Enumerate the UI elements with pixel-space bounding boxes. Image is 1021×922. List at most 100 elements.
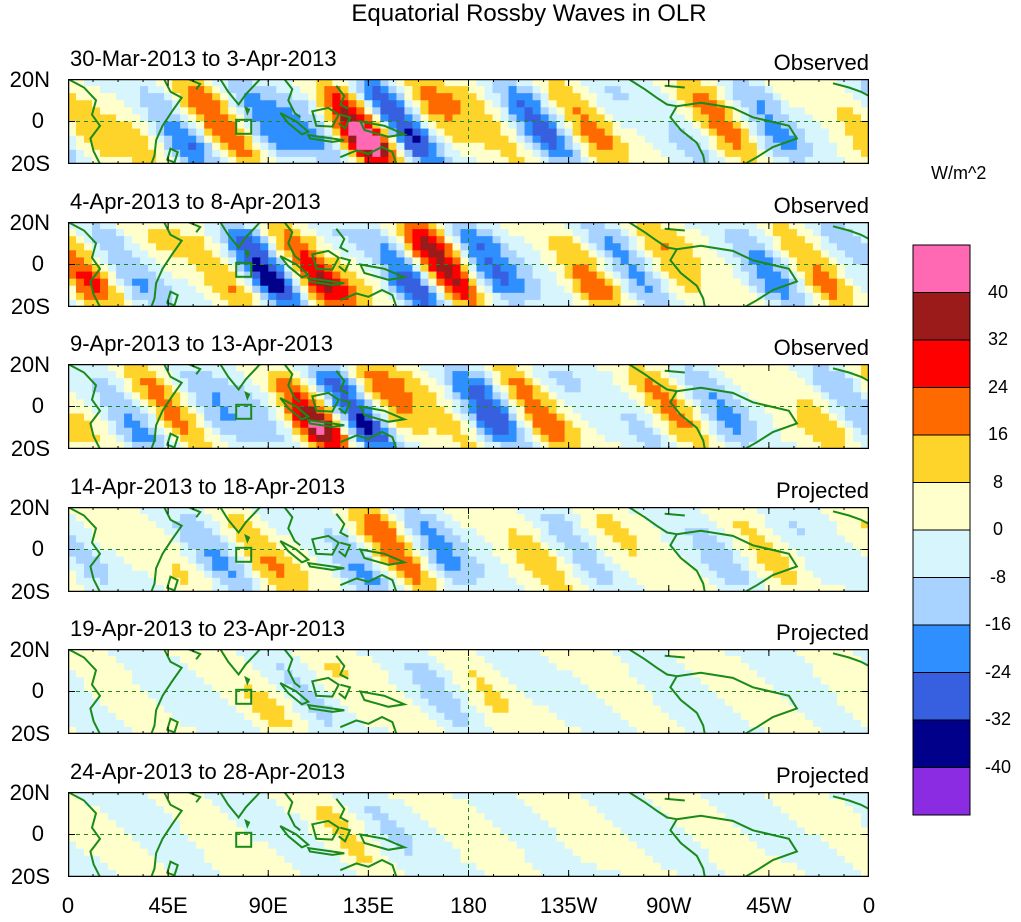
olr-anomaly-cell: [84, 420, 93, 429]
olr-anomaly-cell: [180, 114, 189, 123]
olr-anomaly-cell: [204, 299, 213, 307]
olr-anomaly-cell: [588, 299, 598, 307]
olr-anomaly-cell: [860, 93, 869, 101]
olr-anomaly-cell: [500, 520, 510, 529]
olr-anomaly-cell: [180, 570, 189, 578]
olr-anomaly-cell: [788, 392, 798, 401]
olr-anomaly-cell: [740, 79, 750, 87]
olr-anomaly-cell: [804, 364, 814, 372]
olr-anomaly-cell: [492, 135, 502, 144]
olr-anomaly-cell: [92, 570, 101, 578]
olr-anomaly-cell: [412, 271, 422, 279]
olr-anomaly-cell: [836, 228, 846, 237]
olr-anomaly-cell: [564, 385, 574, 393]
olr-anomaly-cell: [508, 271, 518, 279]
olr-anomaly-cell: [500, 235, 510, 244]
olr-anomaly-cell: [700, 271, 710, 279]
olr-anomaly-cell: [148, 541, 157, 550]
olr-anomaly-cell: [92, 549, 101, 557]
olr-anomaly-cell: [684, 86, 694, 94]
olr-anomaly-cell: [228, 371, 237, 379]
olr-anomaly-cell: [156, 93, 165, 101]
olr-anomaly-cell: [76, 399, 85, 408]
olr-anomaly-cell: [68, 520, 77, 529]
olr-anomaly-cell: [340, 128, 349, 137]
olr-anomaly-cell: [316, 149, 325, 158]
olr-anomaly-cell: [348, 221, 357, 230]
olr-anomaly-cell: [860, 556, 869, 564]
olr-anomaly-cell: [572, 563, 582, 571]
olr-anomaly-cell: [540, 556, 550, 564]
olr-anomaly-cell: [796, 371, 806, 379]
olr-anomaly-cell: [396, 506, 406, 515]
olr-anomaly-cell: [388, 93, 398, 101]
olr-anomaly-cell: [604, 79, 614, 87]
olr-anomaly-cell: [468, 556, 478, 564]
olr-anomaly-cell: [836, 142, 846, 151]
olr-anomaly-cell: [612, 264, 622, 272]
olr-anomaly-cell: [828, 541, 838, 550]
olr-anomaly-cell: [756, 371, 766, 379]
olr-anomaly-cell: [412, 142, 422, 151]
olr-anomaly-cell: [636, 441, 646, 449]
olr-anomaly-cell: [292, 156, 301, 164]
olr-anomaly-cell: [316, 541, 325, 550]
olr-anomaly-cell: [276, 249, 285, 258]
olr-anomaly-cell: [484, 93, 494, 101]
olr-anomaly-cell: [68, 242, 77, 251]
olr-anomaly-cell: [204, 392, 213, 401]
olr-anomaly-cell: [420, 107, 430, 116]
olr-anomaly-cell: [92, 520, 101, 529]
olr-anomaly-cell: [556, 406, 566, 415]
olr-anomaly-cell: [828, 413, 838, 422]
olr-anomaly-cell: [508, 378, 518, 386]
olr-anomaly-cell: [364, 242, 373, 251]
olr-anomaly-cell: [572, 534, 582, 543]
olr-anomaly-cell: [148, 278, 157, 286]
olr-anomaly-cell: [284, 427, 293, 436]
olr-anomaly-cell: [308, 149, 317, 158]
olr-anomaly-cell: [492, 378, 502, 386]
olr-anomaly-cell: [620, 271, 630, 279]
olr-anomaly-cell: [652, 149, 662, 158]
olr-anomaly-cell: [300, 235, 309, 244]
olr-anomaly-cell: [172, 79, 181, 87]
olr-anomaly-cell: [420, 121, 430, 130]
olr-anomaly-cell: [724, 399, 734, 408]
olr-anomaly-cell: [116, 135, 125, 144]
olr-anomaly-cell: [772, 292, 782, 301]
olr-anomaly-cell: [588, 156, 598, 164]
olr-anomaly-cell: [260, 135, 269, 144]
olr-anomaly-cell: [700, 364, 710, 372]
olr-anomaly-cell: [500, 378, 510, 386]
olr-anomaly-cell: [140, 86, 149, 94]
olr-anomaly-cell: [700, 228, 710, 237]
olr-anomaly-cell: [596, 434, 606, 443]
olr-anomaly-cell: [196, 121, 205, 130]
olr-anomaly-cell: [260, 264, 269, 272]
olr-anomaly-cell: [340, 570, 349, 578]
panel-frame: [68, 221, 869, 307]
olr-anomaly-cell: [236, 249, 245, 258]
olr-anomaly-cell: [428, 142, 438, 151]
olr-anomaly-cell: [316, 513, 325, 522]
olr-anomaly-cell: [796, 79, 806, 87]
olr-anomaly-cell: [548, 128, 558, 137]
olr-anomaly-cell: [244, 520, 253, 529]
olr-anomaly-cell: [244, 142, 253, 151]
olr-anomaly-cell: [404, 249, 414, 258]
olr-anomaly-cell: [740, 563, 750, 571]
olr-anomaly-cell: [716, 242, 726, 251]
olr-anomaly-cell: [844, 271, 854, 279]
olr-anomaly-cell: [596, 86, 606, 94]
olr-anomaly-cell: [412, 107, 422, 116]
olr-anomaly-cell: [404, 378, 414, 386]
olr-anomaly-cell: [372, 142, 381, 151]
olr-anomaly-cell: [308, 513, 317, 522]
olr-anomaly-cell: [76, 520, 85, 529]
olr-anomaly-cell: [452, 264, 462, 272]
olr-anomaly-cell: [676, 142, 686, 151]
olr-anomaly-cell: [708, 149, 718, 158]
olr-anomaly-cell: [148, 235, 157, 244]
olr-anomaly-cell: [516, 406, 526, 415]
